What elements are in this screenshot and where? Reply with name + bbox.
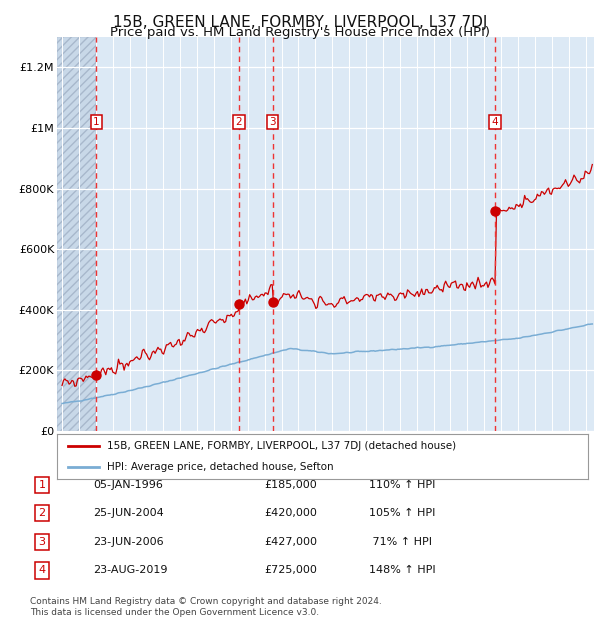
Text: 148% ↑ HPI: 148% ↑ HPI: [369, 565, 436, 575]
Text: 2: 2: [236, 117, 242, 127]
Text: £725,000: £725,000: [264, 565, 317, 575]
Text: 110% ↑ HPI: 110% ↑ HPI: [369, 480, 436, 490]
Text: 3: 3: [38, 537, 46, 547]
Text: 105% ↑ HPI: 105% ↑ HPI: [369, 508, 436, 518]
Text: 71% ↑ HPI: 71% ↑ HPI: [369, 537, 432, 547]
Text: £427,000: £427,000: [264, 537, 317, 547]
Text: Contains HM Land Registry data © Crown copyright and database right 2024.
This d: Contains HM Land Registry data © Crown c…: [30, 598, 382, 617]
Text: 2: 2: [38, 508, 46, 518]
Text: 05-JAN-1996: 05-JAN-1996: [93, 480, 163, 490]
Text: 23-JUN-2006: 23-JUN-2006: [93, 537, 164, 547]
Text: 3: 3: [269, 117, 276, 127]
Text: HPI: Average price, detached house, Sefton: HPI: Average price, detached house, Seft…: [107, 463, 334, 472]
Text: 1: 1: [93, 117, 100, 127]
Text: 23-AUG-2019: 23-AUG-2019: [93, 565, 167, 575]
Text: 15B, GREEN LANE, FORMBY, LIVERPOOL, L37 7DJ: 15B, GREEN LANE, FORMBY, LIVERPOOL, L37 …: [113, 16, 487, 30]
Text: £420,000: £420,000: [264, 508, 317, 518]
Text: 4: 4: [492, 117, 499, 127]
Text: 15B, GREEN LANE, FORMBY, LIVERPOOL, L37 7DJ (detached house): 15B, GREEN LANE, FORMBY, LIVERPOOL, L37 …: [107, 441, 457, 451]
Text: 4: 4: [38, 565, 46, 575]
Text: 1: 1: [38, 480, 46, 490]
Text: Price paid vs. HM Land Registry's House Price Index (HPI): Price paid vs. HM Land Registry's House …: [110, 26, 490, 39]
Text: 25-JUN-2004: 25-JUN-2004: [93, 508, 164, 518]
Text: £185,000: £185,000: [264, 480, 317, 490]
